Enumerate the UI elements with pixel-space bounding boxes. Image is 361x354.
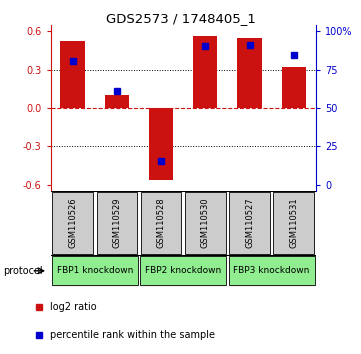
Text: GSM110531: GSM110531 [289,198,298,249]
Bar [193,36,217,108]
Text: GSM110528: GSM110528 [157,198,166,249]
Bar [52,193,93,254]
Bar [273,193,314,254]
Text: FBP1 knockdown: FBP1 knockdown [57,266,133,275]
Bar [229,256,314,285]
Bar [52,256,138,285]
Text: GDS2573 / 1748405_1: GDS2573 / 1748405_1 [105,12,256,25]
Bar [105,95,129,108]
Bar [149,108,173,179]
Text: FBP2 knockdown: FBP2 knockdown [145,266,221,275]
Text: GSM110530: GSM110530 [201,198,210,249]
Text: protocol: protocol [4,266,43,276]
Bar [185,193,226,254]
Bar [238,38,262,108]
Bar [141,193,182,254]
Bar [229,193,270,254]
Text: percentile rank within the sample: percentile rank within the sample [51,330,216,341]
Text: FBP3 knockdown: FBP3 knockdown [234,266,310,275]
Text: log2 ratio: log2 ratio [51,302,97,312]
Text: GSM110527: GSM110527 [245,198,254,249]
Bar [282,67,306,108]
Text: GSM110529: GSM110529 [112,198,121,248]
Bar [61,41,85,108]
Text: GSM110526: GSM110526 [68,198,77,249]
Bar [140,256,226,285]
Bar [96,193,137,254]
